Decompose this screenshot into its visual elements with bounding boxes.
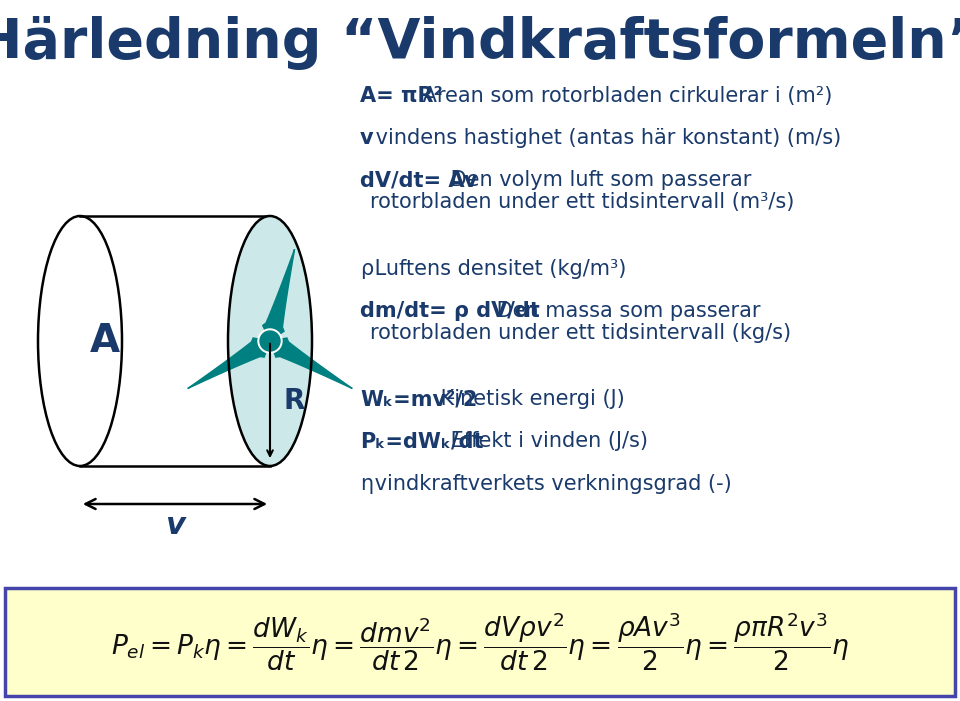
Text: Kinetisk energi (J): Kinetisk energi (J) (434, 389, 625, 409)
Text: R: R (284, 387, 305, 415)
Text: Luftens densitet (kg/m³): Luftens densitet (kg/m³) (369, 259, 627, 279)
Text: dV/dt= Av: dV/dt= Av (360, 170, 477, 191)
Text: Arean som rotorbladen cirkulerar i (m²): Arean som rotorbladen cirkulerar i (m²) (416, 86, 832, 106)
Text: Effekt i vinden (J/s): Effekt i vinden (J/s) (444, 431, 648, 451)
Text: Den massa som passerar: Den massa som passerar (491, 301, 760, 321)
Circle shape (258, 329, 282, 353)
Ellipse shape (228, 216, 312, 466)
FancyBboxPatch shape (5, 588, 955, 696)
Text: v: v (165, 512, 185, 540)
Text: $P_{el} = P_k\eta = \dfrac{dW_k}{dt}\eta = \dfrac{dmv^2}{dt\,2}\eta = \dfrac{dV\: $P_{el} = P_k\eta = \dfrac{dW_k}{dt}\eta… (110, 611, 850, 674)
Text: vindkraftverkets verkningsgrad (-): vindkraftverkets verkningsgrad (-) (369, 474, 732, 494)
Text: Den volym luft som passerar: Den volym luft som passerar (444, 170, 751, 191)
Text: v: v (360, 128, 373, 148)
Text: Pₖ=dWₖ/dt: Pₖ=dWₖ/dt (360, 431, 484, 451)
Text: vindens hastighet (antas här konstant) (m/s): vindens hastighet (antas här konstant) (… (370, 128, 842, 148)
Text: ρ: ρ (360, 259, 373, 279)
Text: rotorbladen under ett tidsintervall (kg/s): rotorbladen under ett tidsintervall (kg/… (370, 322, 791, 343)
Circle shape (260, 331, 280, 351)
Polygon shape (188, 338, 270, 388)
Polygon shape (270, 338, 352, 388)
Text: η: η (360, 474, 373, 494)
Text: A: A (90, 322, 120, 360)
Text: Härledning “Vindkraftsformeln”: Härledning “Vindkraftsformeln” (0, 16, 960, 70)
Text: Wₖ=mv²/2: Wₖ=mv²/2 (360, 389, 477, 409)
Text: rotorbladen under ett tidsintervall (m³/s): rotorbladen under ett tidsintervall (m³/… (370, 192, 794, 212)
Polygon shape (263, 250, 295, 341)
Text: dm/dt= ρ dV/dt: dm/dt= ρ dV/dt (360, 301, 540, 321)
Text: A= πR²: A= πR² (360, 86, 443, 106)
